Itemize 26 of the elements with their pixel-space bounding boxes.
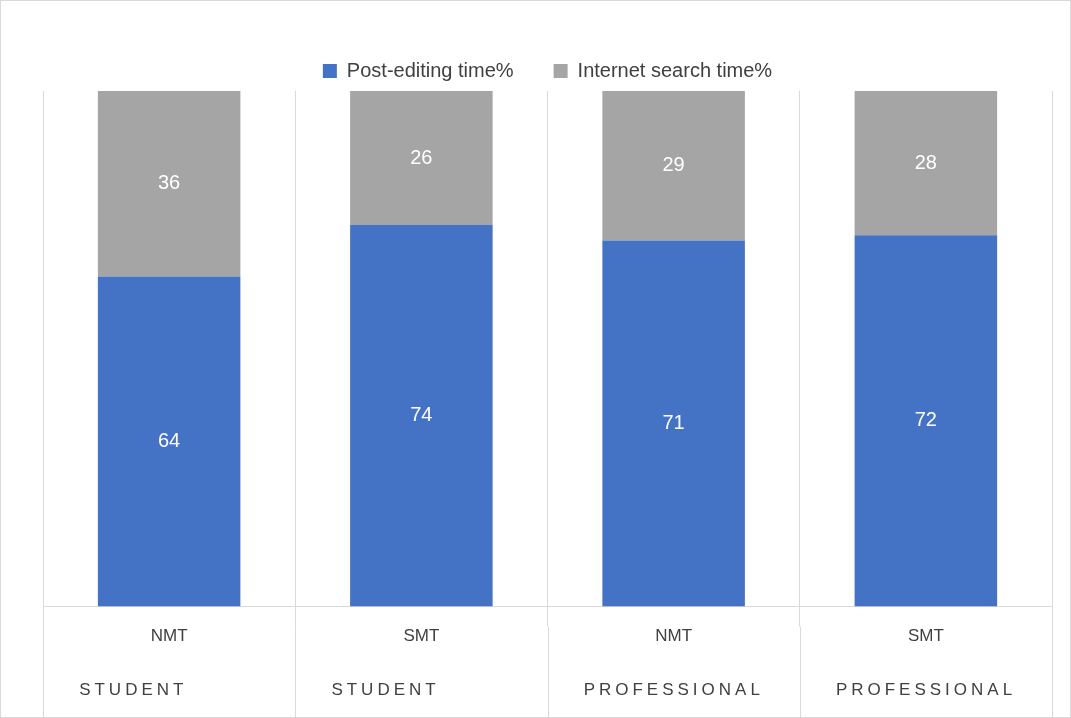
x-tick-label: NMT: [150, 626, 188, 646]
data-label: 64: [158, 429, 181, 452]
bar: [350, 91, 493, 226]
x-tick-label: SMT: [403, 626, 440, 646]
text: PROFESSIONAL: [583, 680, 764, 700]
data-label: 72: [914, 408, 937, 431]
bar: [854, 91, 998, 236]
x-tick-label: SMT: [907, 626, 944, 646]
bar: [97, 91, 241, 277]
text: STUDENT: [79, 680, 188, 700]
bar: [350, 225, 493, 607]
legend-label: Post-editing time%: [346, 58, 514, 81]
legend-label: Internet search time%: [577, 58, 773, 81]
bar: [854, 235, 998, 607]
data-label: 36: [158, 171, 181, 194]
bar: [602, 91, 745, 241]
bar: [602, 240, 745, 607]
bar: [97, 276, 241, 607]
data-label: 74: [410, 403, 433, 426]
data-label: 29: [662, 153, 685, 176]
text: STUDENT: [331, 680, 440, 700]
text: PROFESSIONAL: [835, 680, 1017, 700]
data-label: 28: [914, 150, 937, 173]
data-label: 71: [662, 411, 685, 434]
data-label: 26: [410, 145, 433, 168]
x-tick-label: NMT: [655, 626, 693, 646]
